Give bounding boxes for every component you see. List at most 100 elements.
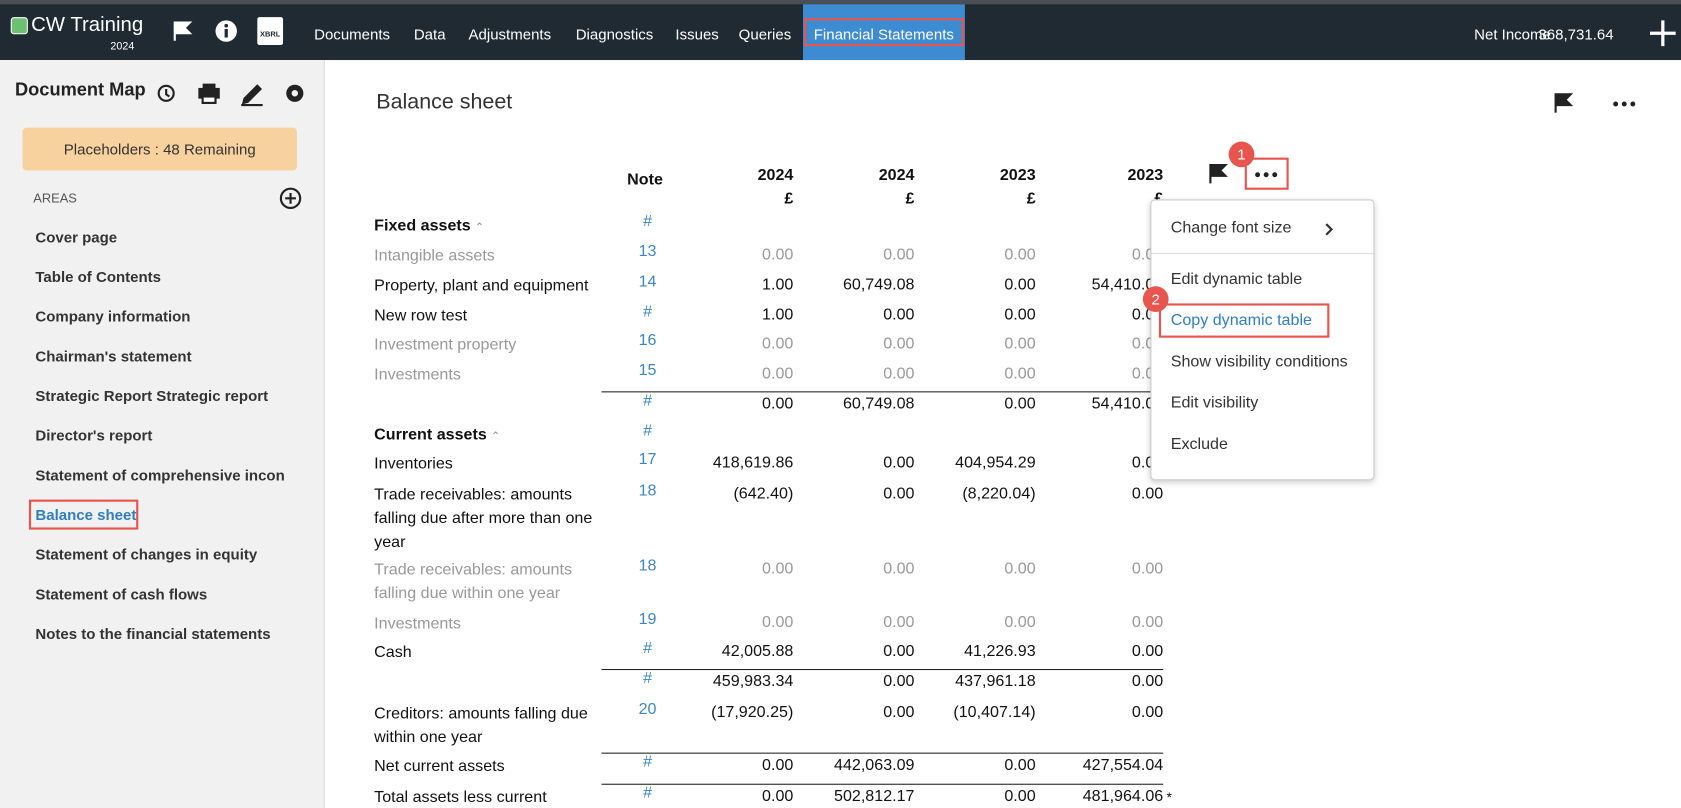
row-value: 0.00 — [1131, 703, 1164, 722]
note-link[interactable]: 19 — [638, 610, 657, 629]
row-value: (10,407.14) — [953, 703, 1036, 722]
area-item[interactable]: Statement of changes in equity — [35, 545, 258, 563]
row-value: 418,619.86 — [712, 453, 794, 472]
row-value: 0.00 — [883, 613, 915, 632]
table-tools[interactable] — [1207, 163, 1293, 187]
nav-item[interactable]: Documents — [314, 25, 391, 43]
area-item[interactable]: Company information — [35, 307, 191, 325]
note-link[interactable]: 18 — [638, 556, 657, 575]
section-heading: Current assets ⌃ — [374, 425, 501, 444]
row-value: 0.00 — [1004, 559, 1036, 578]
note-link[interactable]: # — [643, 783, 653, 802]
area-item[interactable]: Statement of comprehensive incon — [35, 466, 285, 484]
area-item[interactable]: Table of Contents — [35, 268, 162, 286]
row-value: 0.00 — [1131, 245, 1164, 264]
row-label: Investment property — [374, 335, 517, 354]
placeholders-badge[interactable]: Placeholders : 48 Remaining — [22, 127, 297, 171]
context-menu: Change font size Edit dynamic table Copy d… — [1150, 199, 1375, 481]
net-income-label: Net Income — [1474, 25, 1551, 43]
row-value: 404,954.29 — [955, 453, 1036, 472]
area-item[interactable]: Director's report — [35, 426, 153, 444]
note-link[interactable]: # — [643, 302, 653, 321]
add-icon[interactable] — [1649, 19, 1677, 47]
sidebar-tools[interactable] — [155, 81, 316, 107]
area-item[interactable]: Notes to the financial statements — [35, 625, 271, 643]
row-label: Trade receivables: amounts falling due w… — [374, 560, 573, 603]
area-item[interactable]: Strategic Report Strategic report — [35, 387, 269, 405]
note-link[interactable]: 20 — [638, 700, 657, 719]
row-label: Investments — [374, 365, 461, 384]
menu-item[interactable]: Show visibility conditions — [1170, 352, 1348, 371]
row-value: 0.00 — [883, 364, 915, 383]
note-link[interactable]: 17 — [638, 450, 657, 469]
row-value: 54,410.08 — [1091, 275, 1164, 294]
row-value: 0.00 — [762, 755, 794, 775]
row-value: 0.00 — [762, 613, 794, 632]
add-area-icon[interactable] — [279, 187, 303, 211]
note-link[interactable]: # — [643, 752, 653, 771]
note-link[interactable]: 14 — [638, 272, 657, 291]
note-link[interactable]: # — [643, 638, 653, 658]
highlight-box — [1244, 157, 1289, 190]
row-value: (8,220.04) — [962, 484, 1036, 503]
row-value: 0.00 — [1131, 613, 1164, 632]
nav-item[interactable]: Issues — [675, 25, 719, 43]
menu-divider — [1151, 253, 1374, 255]
nav-item[interactable]: Adjustments — [468, 25, 552, 43]
app-name: CW Training — [31, 13, 144, 37]
note-link[interactable]: 16 — [638, 331, 657, 350]
area-item[interactable]: Chairman's statement — [35, 347, 192, 365]
note-link[interactable]: 18 — [638, 481, 657, 500]
row-value: 0.00 — [883, 453, 915, 472]
note-link[interactable]: 13 — [638, 242, 657, 261]
area-item[interactable]: Statement of cash flows — [35, 585, 208, 603]
menu-item[interactable]: Copy dynamic table — [1170, 310, 1312, 330]
step-badge: 2 — [1142, 286, 1169, 312]
row-value: 41,226.93 — [964, 642, 1036, 661]
top-bar: CW Training 2024 XBRL Documents Data Adjus… — [0, 0, 1681, 61]
currency-header: £ — [784, 189, 794, 208]
row-label: Property, plant and equipment — [374, 276, 589, 295]
nav-item[interactable]: Diagnostics — [575, 25, 654, 43]
note-link[interactable]: 15 — [638, 361, 657, 380]
row-value: 0.00 — [1131, 334, 1164, 353]
menu-item[interactable]: Exclude — [1170, 435, 1228, 454]
info-icon[interactable] — [214, 19, 238, 43]
total-rule — [601, 783, 1164, 785]
nav-item[interactable]: Data — [413, 25, 446, 43]
row-value: 0.00 — [883, 334, 915, 353]
sidebar: Document Map Placeholders : 48 Remaining… — [0, 60, 325, 808]
row-value: 0.00 — [883, 484, 915, 503]
app-year: 2024 — [110, 40, 135, 53]
row-value: 0.00 — [1004, 334, 1036, 353]
flag-icon[interactable] — [172, 19, 196, 43]
note-link[interactable]: # — [643, 391, 653, 410]
note-link[interactable]: # — [643, 421, 653, 440]
row-value: 0.00 — [883, 703, 915, 722]
note-link[interactable]: # — [643, 668, 653, 688]
row-value: 0.00 — [1004, 755, 1036, 775]
row-value: 0.00 — [1004, 275, 1036, 294]
nav-item[interactable]: Financial Statements — [813, 25, 954, 43]
sidebar-title: Document Map — [15, 79, 146, 100]
area-item[interactable]: Balance sheet — [35, 506, 137, 524]
row-value: 0.00 — [1004, 305, 1036, 324]
row-value: 0.00 — [1131, 484, 1164, 503]
nav-item[interactable]: Queries — [738, 25, 792, 43]
page-tools[interactable] — [1552, 92, 1648, 116]
menu-item[interactable]: Edit visibility — [1170, 393, 1259, 412]
note-link[interactable]: # — [643, 212, 653, 231]
row-value: 0.00 — [762, 245, 794, 264]
menu-item[interactable]: Edit dynamic table — [1170, 270, 1303, 289]
row-value: 0.00 — [762, 364, 794, 383]
row-label: Cash — [374, 643, 412, 662]
row-value: 481,964.06 — [1082, 786, 1164, 806]
row-value: 442,063.09 — [834, 755, 915, 775]
menu-item[interactable]: Change font size — [1170, 218, 1292, 237]
row-value: 0.00 — [883, 642, 915, 661]
row-label: Intangible assets — [374, 246, 495, 265]
xbrl-icon[interactable]: XBRL — [257, 17, 284, 46]
area-item[interactable]: Cover page — [35, 228, 118, 246]
year-header: 2023 — [1127, 166, 1164, 185]
